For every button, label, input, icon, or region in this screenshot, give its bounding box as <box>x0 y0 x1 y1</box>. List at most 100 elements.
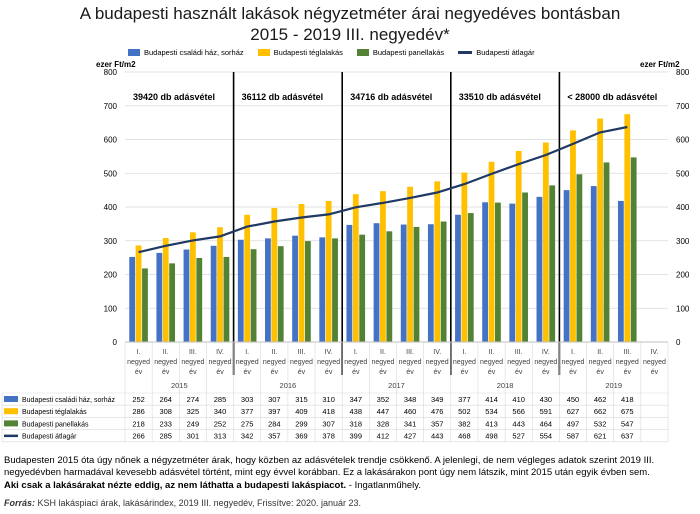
legend-label-atlag: Budapesti átlagár <box>476 48 535 57</box>
table-cell-value: 662 <box>594 407 607 416</box>
table-cell-value: 252 <box>214 419 227 428</box>
x-tick-quarter-word2: év <box>216 369 224 376</box>
table-cell-value: 357 <box>431 419 444 428</box>
bar-panel <box>250 249 257 342</box>
bar-panel <box>630 157 637 342</box>
x-tick-quarter-word: negyed <box>181 359 204 366</box>
y-tick-label-right: 100 <box>676 304 690 313</box>
x-tick-quarter: III. <box>189 349 197 356</box>
bar-panel <box>304 241 311 342</box>
x-tick-quarter-word: negyed <box>643 359 666 366</box>
x-tick-quarter-word: negyed <box>209 359 232 366</box>
footnote-line-2: negyedévben harmadával kevesebb adásvéte… <box>4 467 650 479</box>
x-tick-quarter-word2: év <box>352 369 360 376</box>
x-tick-quarter-word2: év <box>434 369 442 376</box>
table-cell-value: 468 <box>458 432 471 441</box>
bar-csaladi <box>292 235 298 342</box>
table-cell-value: 357 <box>268 432 281 441</box>
bar-panel <box>196 257 203 342</box>
bar-panel <box>413 226 420 342</box>
x-tick-quarter-word2: év <box>298 369 306 376</box>
y-tick-label-left: 600 <box>104 136 118 145</box>
table-cell-value: 264 <box>159 395 172 404</box>
legend-label-csaladi: Budapesti családi ház, sorház <box>144 48 244 57</box>
table-cell-value: 460 <box>404 407 417 416</box>
table-cell-value: 369 <box>295 432 308 441</box>
table-cell-value: 414 <box>485 395 498 404</box>
x-tick-quarter-word2: év <box>325 369 333 376</box>
table-cell-value: 325 <box>187 407 200 416</box>
bar-panel <box>332 238 338 342</box>
bar-csaladi <box>237 239 244 342</box>
x-tick-quarter-word2: év <box>379 369 387 376</box>
x-tick-quarter: III. <box>623 349 631 356</box>
legend-swatch-tegla <box>257 49 270 56</box>
bar-panel <box>603 162 610 342</box>
bar-tegla <box>570 130 576 342</box>
table-cell-value: 418 <box>322 407 335 416</box>
table-cell-value: 412 <box>377 432 390 441</box>
bar-tegla <box>217 227 223 342</box>
bar-tegla <box>271 208 278 342</box>
table-legend-key-panel <box>4 420 18 427</box>
x-tick-quarter: IV. <box>216 349 224 356</box>
table-cell-value: 443 <box>431 432 444 441</box>
bar-csaladi <box>590 186 597 342</box>
legend-item-csaladi: Budapesti családi ház, sorház <box>128 48 244 57</box>
bar-csaladi <box>156 252 163 342</box>
bar-tegla <box>624 114 631 342</box>
y-tick-label-right: 0 <box>676 338 681 347</box>
footnote-rest: - Ingatlanműhely. <box>346 479 421 491</box>
source-text: KSH lakáspiaci árak, lakásárindex, 2019 … <box>35 498 362 508</box>
x-tick-quarter: IV. <box>325 349 333 356</box>
y-tick-label-left: 200 <box>104 271 118 280</box>
table-cell-value: 430 <box>540 395 553 404</box>
table-cell-value: 299 <box>295 419 308 428</box>
x-tick-quarter-word: negyed <box>534 359 557 366</box>
bar-panel <box>359 234 366 342</box>
x-tick-quarter: II. <box>163 349 169 356</box>
x-tick-quarter-word: negyed <box>561 359 584 366</box>
bar-tegla <box>135 245 142 342</box>
x-tick-quarter: I. <box>462 349 466 356</box>
table-cell-value: 498 <box>485 432 498 441</box>
table-cell-value: 382 <box>458 419 471 428</box>
x-tick-quarter-word2: év <box>624 369 632 376</box>
sales-count-label: 39420 db adásvétel <box>133 92 215 102</box>
table-cell-value: 532 <box>594 419 607 428</box>
table-cell-value: 284 <box>268 419 281 428</box>
sales-count-label: < 28000 db adásvétel <box>567 92 657 102</box>
y-tick-label-right: 600 <box>676 136 690 145</box>
table-row-label: Budapesti téglalakás <box>22 409 87 416</box>
x-tick-quarter: III. <box>515 349 523 356</box>
bar-csaladi <box>373 223 380 342</box>
table-cell-value: 397 <box>268 407 281 416</box>
bar-tegla <box>298 203 305 342</box>
table-cell-value: 349 <box>431 395 444 404</box>
table-cell-value: 313 <box>214 432 227 441</box>
table-cell-value: 341 <box>404 419 417 428</box>
table-cell-value: 285 <box>159 432 172 441</box>
x-tick-quarter: III. <box>406 349 414 356</box>
legend-swatch-csaladi <box>128 49 140 56</box>
table-cell-value: 554 <box>540 432 553 441</box>
bar-tegla <box>352 194 359 342</box>
bar-tegla <box>189 232 196 342</box>
x-tick-quarter-word: negyed <box>399 359 422 366</box>
x-tick-quarter: II. <box>271 349 277 356</box>
x-tick-quarter: II. <box>380 349 386 356</box>
footnote: Budapesten 2015 óta úgy nőnek a négyzetm… <box>4 455 696 492</box>
bar-panel <box>386 231 393 342</box>
bar-panel <box>277 246 284 342</box>
table-cell-value: 450 <box>567 395 580 404</box>
table-cell-value: 438 <box>350 407 363 416</box>
chart-svg: 0 100 200 300 400 500 600 700 800 0 100 200 300 400 50… <box>1 68 690 443</box>
table-cell-value: 621 <box>594 432 607 441</box>
x-tick-quarter-word2: év <box>271 369 279 376</box>
table-cell-value: 413 <box>485 419 498 428</box>
y-tick-label-left: 300 <box>104 237 118 246</box>
legend-swatch-panel <box>356 49 369 56</box>
bar-csaladi <box>129 256 136 342</box>
x-tick-quarter-word: negyed <box>290 359 313 366</box>
table-cell-value: 347 <box>350 395 363 404</box>
